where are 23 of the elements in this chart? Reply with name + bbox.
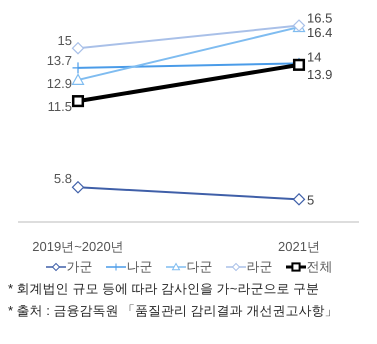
x-tick-label: 2021년	[278, 239, 320, 254]
point	[72, 181, 84, 194]
point	[72, 42, 84, 54]
data-label: 11.5	[48, 99, 72, 114]
text: * 회계법인 규모 등에 따라 감사인을 가~라군으로 구분	[8, 280, 320, 298]
data-label: 15	[58, 33, 72, 48]
legend-label: 다군	[186, 258, 212, 276]
data-label: 13.9	[307, 66, 332, 82]
text: * 출처 : 금융감독원 「품질관리 감리결과 개선권고사항」	[8, 302, 338, 320]
data-label: 5	[307, 192, 314, 208]
data-label: 12.9	[46, 76, 72, 91]
data-label: 13.7	[46, 52, 72, 68]
legend-label: 라군	[246, 258, 272, 276]
data-label: 16.5	[307, 10, 332, 26]
data-label: 5.8	[54, 171, 72, 186]
point	[72, 95, 84, 108]
legend-label: 나군	[126, 258, 152, 276]
legend-label: 전체	[306, 258, 332, 276]
x-tick-label: 2019년~2020년	[32, 239, 124, 254]
data-label: 14	[307, 49, 322, 64]
data-label: 16.4	[307, 25, 332, 40]
point	[292, 193, 306, 206]
legend-label: 가군	[66, 258, 92, 276]
